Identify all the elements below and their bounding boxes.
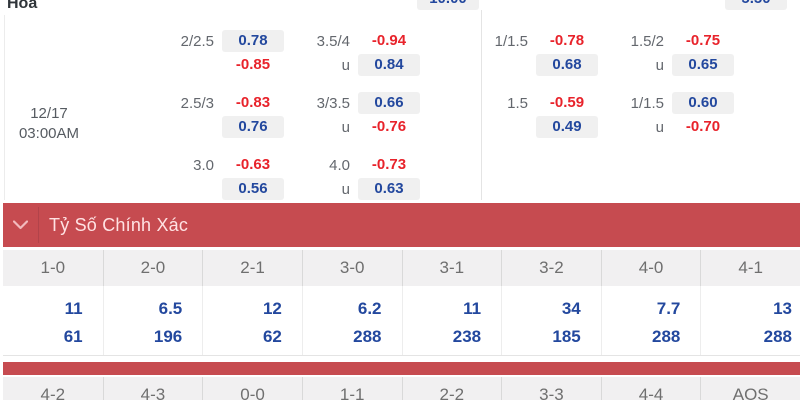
- score-header: 4-3: [102, 377, 203, 400]
- score-odds-row: 61 196 62 288 238 185 288 288: [3, 322, 800, 356]
- draw-odds-left[interactable]: 10.00: [417, 0, 479, 10]
- odds-value[interactable]: 0.65: [672, 54, 734, 76]
- score-odds-value[interactable]: 185: [501, 322, 601, 355]
- score-header: 4-2: [40, 385, 66, 400]
- handicap-label: 1.5/2: [630, 32, 664, 50]
- score-odds-value[interactable]: 11: [401, 286, 502, 322]
- column-divider-line: [481, 10, 482, 200]
- odds-value[interactable]: -0.94: [371, 32, 407, 49]
- score-header: 0-0: [202, 377, 302, 400]
- under-label: u: [655, 118, 664, 136]
- score-odds-value[interactable]: 288: [700, 322, 800, 355]
- odds-value[interactable]: 0.78: [222, 30, 284, 52]
- score-header-row: 1-0 2-0 2-1 3-0 3-1 3-2 4-0 4-1: [3, 250, 800, 286]
- score-odds-value[interactable]: 11: [64, 299, 83, 318]
- handicap-label: 1/1.5: [494, 32, 528, 50]
- score-header: 3-3: [501, 377, 601, 400]
- odds-value[interactable]: -0.76: [371, 118, 407, 135]
- odds-row: 3.0 -0.63 4.0 -0.73 0.56 u 0.63: [170, 154, 420, 200]
- score-header: 4-0: [600, 250, 701, 286]
- odds-value[interactable]: -0.73: [371, 156, 407, 173]
- score-odds-value[interactable]: 12: [202, 286, 302, 322]
- score-odds-value[interactable]: 61: [63, 327, 83, 346]
- odds-value[interactable]: -0.83: [235, 94, 271, 111]
- left-border-line: [4, 15, 5, 200]
- odds-value[interactable]: -0.70: [685, 118, 721, 135]
- odds-group-left: 2/2.5 0.78 3.5/4 -0.94 -0.85 u 0.84 2.5/…: [170, 30, 420, 216]
- odds-value[interactable]: -0.78: [549, 32, 585, 49]
- under-label: u: [341, 180, 350, 198]
- odds-area: 12/17 03:00AM 2/2.5 0.78 3.5/4 -0.94 -0.…: [4, 10, 734, 200]
- draw-row-label: Hòa: [7, 0, 38, 12]
- section-title: Tỷ Số Chính Xác: [49, 214, 189, 235]
- score-odds-value[interactable]: 34: [501, 286, 601, 322]
- bar-divider: [38, 207, 39, 243]
- handicap-label: 2/2.5: [180, 32, 214, 50]
- score-header: 3-2: [501, 250, 601, 286]
- handicap-label: 4.0: [329, 156, 350, 174]
- score-odds-value[interactable]: 196: [102, 322, 203, 355]
- score-header: 1-0: [40, 258, 66, 277]
- score-odds-value[interactable]: 13: [700, 286, 800, 322]
- odds-value[interactable]: -0.59: [549, 94, 585, 111]
- score-header-row-2: 4-2 4-3 0-0 1-1 2-2 3-3 4-4 AOS: [3, 377, 800, 400]
- odds-value[interactable]: 0.60: [672, 92, 734, 114]
- match-time: 03:00AM: [18, 125, 80, 142]
- score-header: 2-1: [202, 250, 302, 286]
- score-odds-value[interactable]: 288: [301, 322, 402, 355]
- match-datetime: 12/17 03:00AM: [4, 104, 94, 144]
- odds-group-right: 1/1.5 -0.78 1.5/2 -0.75 0.68 u 0.65 1.5 …: [484, 30, 734, 154]
- odds-row: 1.5 -0.59 1/1.5 0.60 0.49 u -0.70: [484, 92, 734, 138]
- handicap-label: 2.5/3: [180, 94, 214, 112]
- odds-value[interactable]: 0.49: [536, 116, 598, 138]
- odds-value[interactable]: 0.76: [222, 116, 284, 138]
- odds-value[interactable]: 0.66: [358, 92, 420, 114]
- score-odds-value[interactable]: 6.2: [301, 286, 402, 322]
- odds-value[interactable]: 0.63: [358, 178, 420, 200]
- odds-value[interactable]: -0.75: [685, 32, 721, 49]
- score-header: 2-0: [102, 250, 203, 286]
- odds-row: 2/2.5 0.78 3.5/4 -0.94 -0.85 u 0.84: [170, 30, 420, 76]
- score-odds-value[interactable]: 62: [202, 322, 302, 355]
- score-header: 1-1: [301, 377, 402, 400]
- score-header: 2-2: [401, 377, 502, 400]
- odds-row: 1/1.5 -0.78 1.5/2 -0.75 0.68 u 0.65: [484, 30, 734, 76]
- odds-value[interactable]: 0.84: [358, 54, 420, 76]
- score-odds-value[interactable]: 7.7: [600, 286, 701, 322]
- score-odds-value[interactable]: 238: [401, 322, 502, 355]
- under-label: u: [341, 118, 350, 136]
- odds-row: 2.5/3 -0.83 3/3.5 0.66 0.76 u -0.76: [170, 92, 420, 138]
- handicap-label: 3/3.5: [316, 94, 350, 112]
- correct-score-table: 1-0 2-0 2-1 3-0 3-1 3-2 4-0 4-1 11 6.5 1…: [3, 250, 800, 356]
- under-label: u: [341, 56, 350, 74]
- handicap-label: 3.5/4: [316, 32, 350, 50]
- correct-score-section-header[interactable]: Tỷ Số Chính Xác: [3, 203, 800, 247]
- score-header: 3-1: [401, 250, 502, 286]
- under-label: u: [655, 56, 664, 74]
- score-odds-value[interactable]: 288: [600, 322, 701, 355]
- chevron-down-icon[interactable]: [3, 220, 38, 230]
- handicap-label: 1/1.5: [630, 94, 664, 112]
- score-odds-row: 11 6.5 12 6.2 11 34 7.7 13: [3, 286, 800, 322]
- handicap-label: 3.0: [193, 156, 214, 174]
- handicap-label: 1.5: [507, 94, 528, 112]
- draw-odds-right[interactable]: 5.50: [725, 0, 787, 10]
- score-header: AOS: [700, 377, 800, 400]
- odds-value[interactable]: 0.68: [536, 54, 598, 76]
- score-odds-value[interactable]: 6.5: [102, 286, 203, 322]
- horizontal-scrollbar[interactable]: [3, 362, 800, 375]
- score-header: 4-1: [700, 250, 800, 286]
- score-header: 4-4: [600, 377, 701, 400]
- odds-value[interactable]: 0.56: [222, 178, 284, 200]
- odds-value[interactable]: -0.85: [235, 56, 271, 73]
- match-date: 12/17: [30, 105, 68, 122]
- score-header: 3-0: [301, 250, 402, 286]
- odds-value[interactable]: -0.63: [235, 156, 271, 173]
